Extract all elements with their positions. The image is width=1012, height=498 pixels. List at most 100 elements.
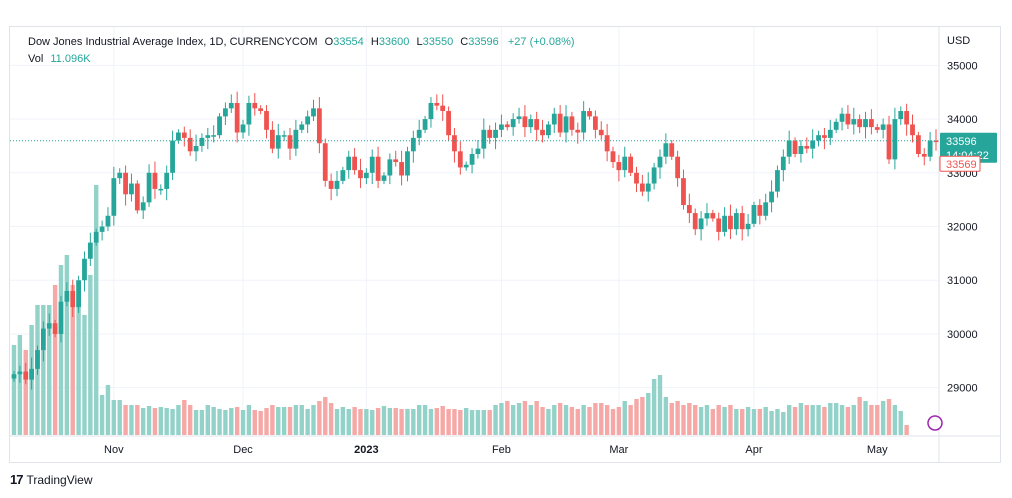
x-tick-label: Nov [104, 444, 124, 456]
volume-bar [904, 425, 909, 435]
volume-bar [798, 403, 804, 435]
close-label: C [460, 36, 469, 48]
candle-body [87, 242, 93, 259]
candle-body [64, 290, 70, 302]
volume-bar [510, 405, 516, 435]
volume-bar [628, 405, 633, 435]
volume-bar [164, 408, 169, 435]
low-label: L [416, 36, 423, 48]
volume-bar [575, 409, 580, 435]
volume-bar [534, 401, 539, 435]
chart-canvas[interactable]: 29000300003100032000330003400035000USD33… [10, 27, 1000, 462]
volume-bar [599, 403, 604, 435]
volume-bar [763, 407, 768, 435]
candle-body [587, 111, 592, 117]
candle-body [880, 124, 886, 130]
candle-body [763, 202, 769, 216]
high-value: 33600 [378, 36, 410, 48]
x-tick-label: Mar [609, 444, 628, 456]
candle-body [581, 111, 587, 133]
candle-body [698, 218, 704, 230]
volume-value: 11.096K [50, 53, 91, 65]
candle-body [681, 178, 686, 206]
symbol-title[interactable]: Dow Jones Industrial Average Index, 1D, … [28, 36, 318, 48]
volume-bar [70, 285, 75, 435]
volume-bar [252, 410, 257, 435]
candle-body [187, 137, 193, 152]
candle-body [745, 223, 751, 230]
volume-label: Vol [28, 53, 44, 65]
candle-body [634, 172, 639, 184]
candle-body [569, 116, 575, 130]
candle-body [874, 127, 880, 130]
candle-body [598, 129, 604, 136]
prev-close-label: 33569 [946, 159, 977, 171]
candle-body [639, 183, 645, 192]
candle-body [780, 156, 786, 171]
candle-body [551, 113, 557, 125]
volume-bar [358, 409, 363, 435]
volume-bar [405, 409, 410, 435]
candle-body [23, 371, 29, 380]
candle-body [728, 215, 733, 230]
volume-bar [851, 405, 856, 435]
candle-body [146, 172, 152, 203]
volume-bar [41, 305, 46, 435]
volume-bar [740, 409, 745, 435]
candle-body [469, 154, 475, 165]
candle-body [792, 140, 798, 154]
volume-bar [223, 410, 228, 435]
candle-body [399, 162, 404, 176]
candle-body [311, 108, 316, 117]
candle-body [475, 148, 481, 154]
volume-bar [634, 399, 639, 435]
candle-body [534, 119, 540, 130]
volume-bar [428, 409, 434, 435]
volume-bar [757, 409, 763, 435]
candle-body [722, 215, 727, 232]
y-tick-label: 34000 [947, 114, 978, 126]
volume-bar [751, 409, 757, 435]
volume-bar [152, 408, 158, 435]
candle-body [933, 140, 939, 143]
candle-body [645, 183, 651, 192]
candle-body [246, 102, 252, 125]
candle-body [293, 129, 299, 149]
candle-body [487, 129, 493, 138]
candle-body [346, 156, 352, 171]
tradingview-logo[interactable]: 17 TradingView [10, 472, 93, 487]
volume-bar [323, 397, 328, 435]
candle-body [82, 258, 87, 281]
volume-bar [516, 403, 522, 435]
candle-body [29, 368, 35, 380]
volume-bar [640, 397, 645, 435]
volume-bar [857, 397, 862, 435]
volume-bar [176, 405, 181, 435]
candle-body [258, 108, 264, 112]
volume-bar [193, 410, 199, 435]
candle-body [281, 135, 287, 137]
candle-body [499, 124, 504, 130]
volume-bar [370, 410, 375, 435]
volume-bar [804, 405, 810, 435]
volume-bar [270, 405, 275, 435]
volume-bar [129, 405, 134, 435]
candle-body [663, 143, 669, 157]
volume-bar [305, 409, 310, 435]
volume-bar [886, 399, 892, 435]
candle-body [692, 213, 698, 230]
volume-bar [898, 411, 903, 435]
candle-body [669, 143, 675, 157]
candle-body [134, 183, 140, 211]
candle-body [410, 137, 416, 152]
volume-bar [187, 405, 193, 435]
event-marker-icon [927, 415, 943, 431]
candle-body [234, 102, 240, 133]
candle-body [70, 290, 76, 308]
candle-body [540, 129, 545, 136]
volume-bar [422, 405, 428, 435]
volume-bar [710, 409, 716, 435]
candle-body [557, 113, 563, 133]
volume-bar [657, 375, 663, 435]
volume-bar [892, 405, 898, 435]
